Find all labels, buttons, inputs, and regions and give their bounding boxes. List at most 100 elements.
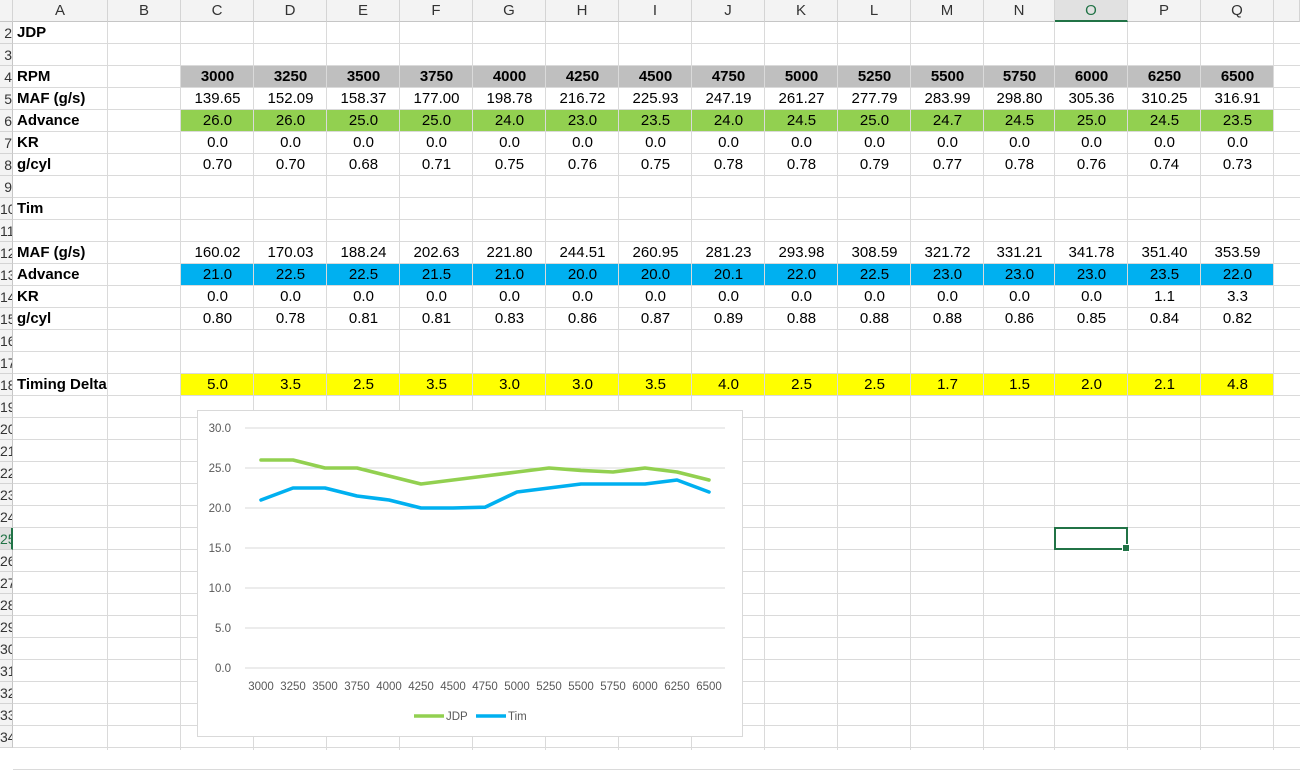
cell-jdp-kr-l[interactable]: 0.0 <box>864 134 885 151</box>
cell-jdp-kr-h[interactable]: 0.0 <box>572 134 593 151</box>
cell-delta-j[interactable]: 4.0 <box>718 376 739 393</box>
cell-jdp-kr-q[interactable]: 0.0 <box>1227 134 1248 151</box>
cell-delta-c[interactable]: 5.0 <box>207 376 228 393</box>
row-label-delta[interactable]: Timing Delta <box>17 376 107 393</box>
cell-tim-kr-f[interactable]: 0.0 <box>426 288 447 305</box>
row-label-jdp-gcyl[interactable]: g/cyl <box>17 156 52 173</box>
column-header-l[interactable]: L <box>838 0 911 22</box>
row-header-27[interactable]: 27 <box>0 572 13 594</box>
cell-tim-gcyl-g[interactable]: 0.83 <box>494 310 525 327</box>
cell-delta-i[interactable]: 3.5 <box>645 376 666 393</box>
cell-jdp-gcyl-o[interactable]: 0.76 <box>1076 156 1107 173</box>
row-header-17[interactable]: 17 <box>0 352 13 374</box>
cell-jdp-maf-o[interactable]: 305.36 <box>1068 90 1115 107</box>
cell-rpm-g[interactable]: 4000 <box>492 68 527 85</box>
cell-delta-f[interactable]: 3.5 <box>426 376 447 393</box>
cell-tim-maf-q[interactable]: 353.59 <box>1214 244 1261 261</box>
cell-rpm-k[interactable]: 5000 <box>784 68 819 85</box>
cell-jdp-kr-d[interactable]: 0.0 <box>280 134 301 151</box>
cell-rpm-j[interactable]: 4750 <box>711 68 746 85</box>
column-header-o[interactable]: O <box>1055 0 1128 22</box>
cell-jdp-kr-k[interactable]: 0.0 <box>791 134 812 151</box>
cell-jdp-maf-q[interactable]: 316.91 <box>1214 90 1261 107</box>
cell-delta-l[interactable]: 2.5 <box>864 376 885 393</box>
row-header-32[interactable]: 32 <box>0 682 13 704</box>
cell-jdp-kr-f[interactable]: 0.0 <box>426 134 447 151</box>
cell-tim-maf-p[interactable]: 351.40 <box>1141 244 1188 261</box>
cell-jdp-advance-d[interactable]: 26.0 <box>275 112 306 129</box>
row-header-10[interactable]: 10 <box>0 198 13 220</box>
cell-tim-maf-i[interactable]: 260.95 <box>632 244 679 261</box>
cell-jdp-advance-c[interactable]: 26.0 <box>202 112 233 129</box>
cell-delta-p[interactable]: 2.1 <box>1154 376 1175 393</box>
cell-rpm-n[interactable]: 5750 <box>1002 68 1037 85</box>
cell-jdp-maf-e[interactable]: 158.37 <box>340 90 387 107</box>
cell-jdp-gcyl-l[interactable]: 0.79 <box>859 156 890 173</box>
column-header-n[interactable]: N <box>984 0 1055 22</box>
cell-tim-gcyl-o[interactable]: 0.85 <box>1076 310 1107 327</box>
cell-delta-e[interactable]: 2.5 <box>353 376 374 393</box>
cell-delta-o[interactable]: 2.0 <box>1081 376 1102 393</box>
cell-tim-gcyl-e[interactable]: 0.81 <box>348 310 379 327</box>
row-header-23[interactable]: 23 <box>0 484 13 506</box>
cell-tim-kr-k[interactable]: 0.0 <box>791 288 812 305</box>
cell-jdp-title[interactable]: JDP <box>17 24 47 41</box>
cell-tim-kr-n[interactable]: 0.0 <box>1009 288 1030 305</box>
active-cell-selection[interactable] <box>1054 527 1130 552</box>
cell-tim-gcyl-i[interactable]: 0.87 <box>640 310 671 327</box>
column-header-j[interactable]: J <box>692 0 765 22</box>
cell-jdp-maf-j[interactable]: 247.19 <box>705 90 752 107</box>
row-header-9[interactable]: 9 <box>0 176 13 198</box>
row-header-34[interactable]: 34 <box>0 726 13 748</box>
cell-jdp-kr-g[interactable]: 0.0 <box>499 134 520 151</box>
row-header-6[interactable]: 6 <box>0 110 13 132</box>
cell-tim-gcyl-j[interactable]: 0.89 <box>713 310 744 327</box>
cell-tim-gcyl-l[interactable]: 0.88 <box>859 310 890 327</box>
column-header-m[interactable]: M <box>911 0 984 22</box>
row-header-33[interactable]: 33 <box>0 704 13 726</box>
cell-jdp-maf-h[interactable]: 216.72 <box>559 90 606 107</box>
cell-rpm-d[interactable]: 3250 <box>273 68 308 85</box>
column-header-g[interactable]: G <box>473 0 546 22</box>
cell-tim-gcyl-k[interactable]: 0.88 <box>786 310 817 327</box>
column-header-p[interactable]: P <box>1128 0 1201 22</box>
cell-tim-gcyl-m[interactable]: 0.88 <box>932 310 963 327</box>
cell-jdp-advance-m[interactable]: 24.7 <box>932 112 963 129</box>
cell-tim-kr-p[interactable]: 1.1 <box>1154 288 1175 305</box>
row-header-26[interactable]: 26 <box>0 550 13 572</box>
cell-jdp-advance-f[interactable]: 25.0 <box>421 112 452 129</box>
cell-tim-gcyl-d[interactable]: 0.78 <box>275 310 306 327</box>
cell-tim-gcyl-p[interactable]: 0.84 <box>1149 310 1180 327</box>
cell-jdp-gcyl-j[interactable]: 0.78 <box>713 156 744 173</box>
row-header-15[interactable]: 15 <box>0 308 13 330</box>
column-header-f[interactable]: F <box>400 0 473 22</box>
cell-rpm-c[interactable]: 3000 <box>200 68 235 85</box>
cell-rpm-h[interactable]: 4250 <box>565 68 600 85</box>
cell-tim-maf-d[interactable]: 170.03 <box>267 244 314 261</box>
cell-jdp-maf-c[interactable]: 139.65 <box>194 90 241 107</box>
row-header-18[interactable]: 18 <box>0 374 13 396</box>
cell-tim-advance-d[interactable]: 22.5 <box>275 266 306 283</box>
cell-jdp-advance-i[interactable]: 23.5 <box>640 112 671 129</box>
row-label-rpm[interactable]: RPM <box>17 68 51 85</box>
row-label-tim-maf[interactable]: MAF (g/s) <box>17 244 86 261</box>
cell-jdp-kr-p[interactable]: 0.0 <box>1154 134 1175 151</box>
row-label-jdp-advance[interactable]: Advance <box>17 112 80 129</box>
row-header-16[interactable]: 16 <box>0 330 13 352</box>
cell-jdp-advance-n[interactable]: 24.5 <box>1004 112 1035 129</box>
cell-rpm-p[interactable]: 6250 <box>1147 68 1182 85</box>
row-header-14[interactable]: 14 <box>0 286 13 308</box>
cell-tim-gcyl-f[interactable]: 0.81 <box>421 310 452 327</box>
row-label-jdp-maf[interactable]: MAF (g/s) <box>17 90 86 107</box>
cell-jdp-gcyl-m[interactable]: 0.77 <box>932 156 963 173</box>
cell-tim-kr-h[interactable]: 0.0 <box>572 288 593 305</box>
row-header-22[interactable]: 22 <box>0 462 13 484</box>
column-header-k[interactable]: K <box>765 0 838 22</box>
cell-tim-kr-l[interactable]: 0.0 <box>864 288 885 305</box>
cell-jdp-advance-j[interactable]: 24.0 <box>713 112 744 129</box>
cell-tim-maf-c[interactable]: 160.02 <box>194 244 241 261</box>
row-header-25[interactable]: 25 <box>0 528 13 550</box>
cell-jdp-kr-m[interactable]: 0.0 <box>937 134 958 151</box>
row-header-13[interactable]: 13 <box>0 264 13 286</box>
cell-tim-advance-m[interactable]: 23.0 <box>932 266 963 283</box>
